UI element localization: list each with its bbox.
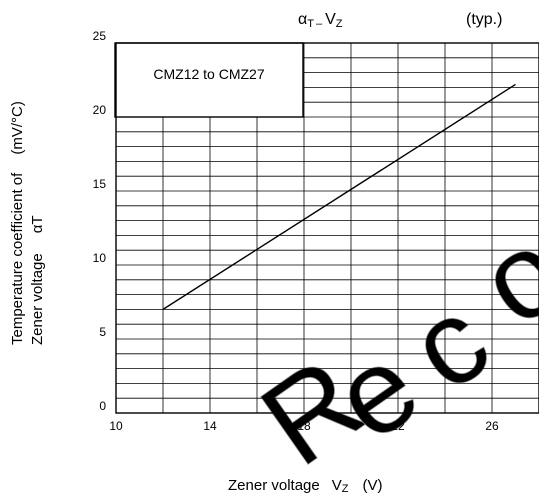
x-tick-label: 14 xyxy=(203,419,217,433)
y-tick-label: 10 xyxy=(93,251,107,265)
y-tick-label: 0 xyxy=(99,399,106,413)
y-axis-label-line1: Temperature coefficient of xyxy=(9,172,26,345)
grid xyxy=(116,43,539,413)
y-axis-label-unit: (mV/°C) xyxy=(9,101,26,155)
y-tick-labels: 0 5 10 15 20 25 xyxy=(93,29,107,413)
y-tick-label: 15 xyxy=(93,177,107,191)
y-tick-label: 5 xyxy=(99,325,106,339)
svg-text:Zener voltageαT: Zener voltage αT xyxy=(29,215,46,345)
title-v: V xyxy=(325,11,336,28)
x-tick-label: 22 xyxy=(391,419,405,433)
svg-text:αT–VZ: αT – VZ xyxy=(298,11,343,30)
y-axis-label-symbol: αT xyxy=(29,215,46,233)
title-note: (typ.) xyxy=(466,11,502,28)
series-line xyxy=(162,83,516,310)
x-axis-label-symbol: V xyxy=(332,477,342,494)
x-axis-label-unit: (V) xyxy=(362,477,382,494)
svg-text:Temperature coefficient of(mV/: Temperature coefficient of (mV/°C) xyxy=(9,101,26,345)
title-v-sub: Z xyxy=(336,18,343,30)
x-axis-label-symbol-sub: Z xyxy=(342,483,349,495)
plot-frame xyxy=(115,42,539,414)
title-dash: – xyxy=(316,18,323,30)
title-alpha: α xyxy=(298,11,307,28)
x-axis-label-main: Zener voltage xyxy=(228,477,320,494)
series-legend-box: CMZ12 to CMZ27 xyxy=(114,42,304,118)
y-tick-label: 20 xyxy=(93,103,107,117)
legend-label: CMZ12 to CMZ27 xyxy=(153,66,264,82)
x-tick-label: 18 xyxy=(297,419,311,433)
series-group xyxy=(162,83,516,310)
x-tick-label: 10 xyxy=(109,419,123,433)
y-tick-label: 25 xyxy=(93,29,107,43)
chart-title: αT – VZ (typ.) xyxy=(298,11,502,30)
x-tick-labels: 10 14 18 22 26 xyxy=(109,419,499,433)
x-axis-label: Zener voltage VZ (V) xyxy=(228,477,382,495)
title-alpha-sub: T xyxy=(307,18,314,30)
x-tick-label: 26 xyxy=(485,419,499,433)
y-axis-label: Temperature coefficient of (mV/°C) Zener … xyxy=(9,101,46,345)
y-axis-label-line2: Zener voltage xyxy=(29,253,46,345)
